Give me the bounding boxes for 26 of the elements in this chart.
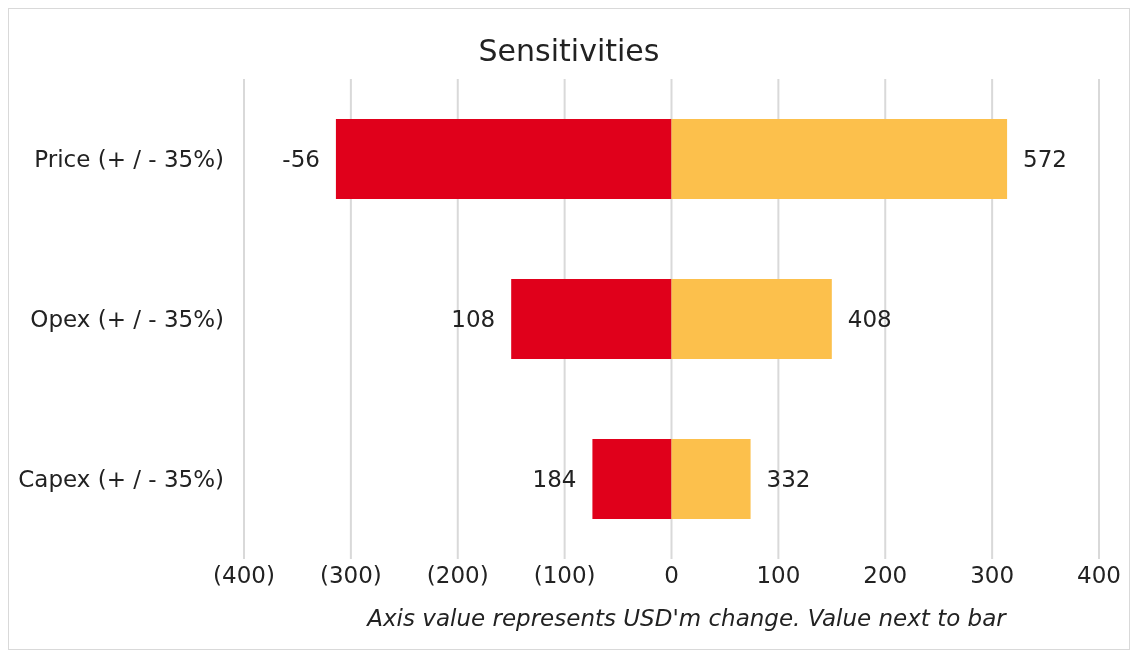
bar	[671, 119, 1008, 199]
x-tick-label: (200)	[426, 562, 489, 589]
annotation: 332	[766, 466, 811, 492]
annotation: 108	[451, 306, 496, 332]
chart-title: Sensitivities	[477, 33, 661, 68]
bar	[511, 279, 672, 359]
x-axis-title: Axis value represents USD'm change. Value next to bar	[365, 605, 1008, 631]
x-tick-label: 200	[863, 562, 908, 589]
x-tick-label: 300	[970, 562, 1015, 589]
annotation: 184	[532, 466, 577, 492]
bar	[671, 279, 832, 359]
bar	[592, 439, 672, 519]
x-tick-label: 0	[664, 562, 679, 589]
x-tick-label: (400)	[213, 562, 275, 589]
x-tick-label: 100	[756, 562, 801, 589]
bar	[671, 439, 751, 519]
annotation: 408	[847, 306, 892, 332]
annotation: -56	[282, 146, 320, 172]
y-tick-label: Capex (+ / - 35%)	[18, 466, 224, 493]
bar	[335, 119, 672, 199]
x-tick-label: (300)	[319, 562, 382, 589]
annotation: 572	[1023, 146, 1067, 172]
x-tick-label: (100)	[533, 562, 596, 589]
y-tick-label: Opex (+ / - 35%)	[30, 306, 224, 333]
x-tick-label: 400	[1077, 562, 1121, 589]
y-tick-label: Price (+ / - 35%)	[34, 146, 224, 173]
